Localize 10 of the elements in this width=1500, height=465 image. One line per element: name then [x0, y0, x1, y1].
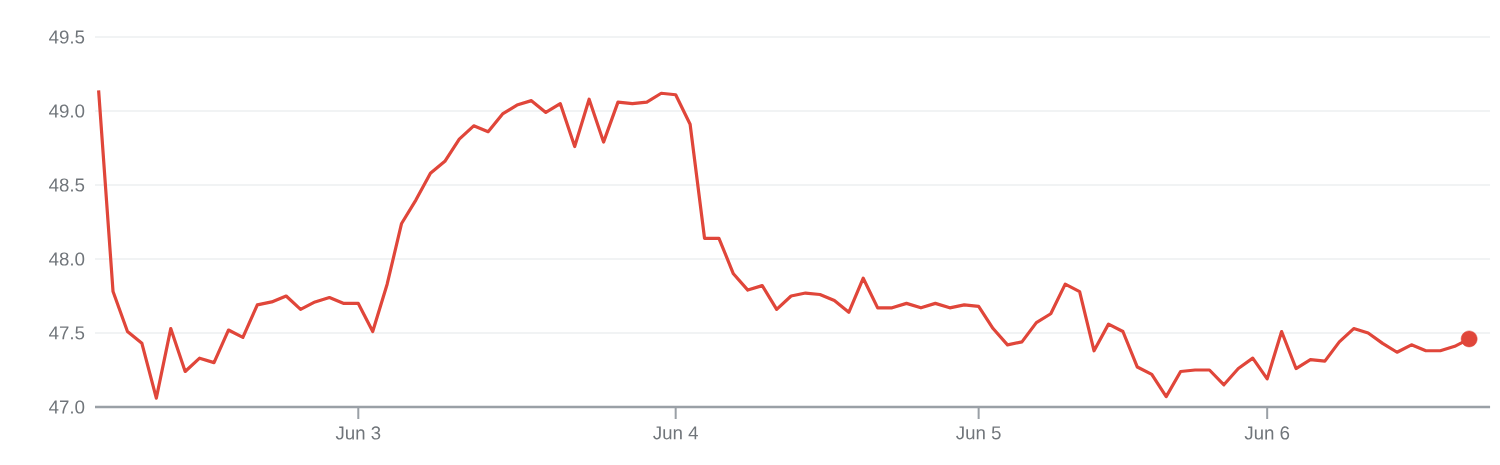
- x-tick-label: Jun 4: [653, 426, 698, 440]
- y-tick-label: 48.0: [49, 252, 85, 266]
- y-tick-label: 49.5: [49, 30, 85, 44]
- y-tick-label: 47.5: [49, 326, 85, 340]
- y-tick-label: 49.0: [49, 104, 85, 118]
- y-tick-label: 48.5: [49, 178, 85, 192]
- x-tick-label: Jun 6: [1244, 426, 1290, 440]
- y-tick-label: 47.0: [49, 400, 85, 414]
- x-tick-label: Jun 5: [956, 426, 1001, 440]
- x-tick-label: Jun 3: [335, 426, 381, 440]
